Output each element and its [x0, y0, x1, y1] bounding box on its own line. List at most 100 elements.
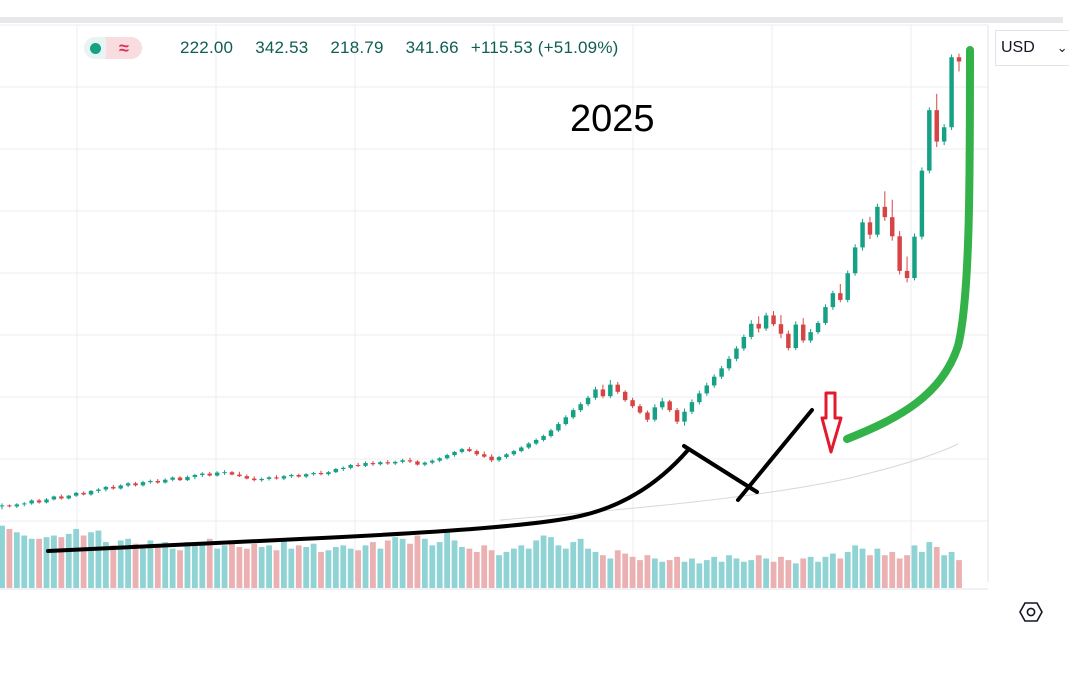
- candle: [637, 403, 643, 415]
- candle-body: [504, 454, 509, 458]
- candle: [177, 476, 183, 482]
- candle: [541, 434, 546, 442]
- candle-body: [444, 455, 450, 459]
- candle: [96, 488, 101, 493]
- candle: [430, 459, 435, 465]
- volume-bar: [911, 545, 918, 588]
- candle: [370, 461, 376, 466]
- volume-bar: [0, 525, 5, 588]
- candle: [689, 399, 695, 415]
- candle: [29, 499, 34, 505]
- candle-body: [14, 504, 20, 507]
- candle: [830, 290, 836, 310]
- volume-bar: [600, 555, 606, 588]
- settings-hexagon-icon[interactable]: [1019, 600, 1043, 624]
- candle-body: [73, 492, 79, 496]
- volume-bar: [370, 542, 376, 588]
- candle-body: [838, 293, 843, 300]
- candle-body: [556, 424, 561, 431]
- volume-bar: [295, 545, 302, 588]
- volume-bar: [562, 548, 569, 588]
- candle-body: [155, 480, 161, 483]
- candle-body: [882, 206, 888, 218]
- volume-bar: [355, 550, 361, 588]
- candle-body: [689, 402, 695, 412]
- candle-body: [622, 391, 628, 401]
- candle: [533, 438, 539, 446]
- candle-body: [66, 495, 71, 499]
- candle-body: [140, 482, 146, 486]
- candle: [719, 365, 724, 380]
- candle-body: [148, 480, 153, 483]
- candle: [7, 504, 12, 508]
- candle: [281, 474, 287, 481]
- volume-bar: [815, 561, 821, 588]
- currency-select[interactable]: USD ⌄: [995, 30, 1069, 66]
- candle: [244, 474, 250, 480]
- volume-bar: [733, 558, 740, 588]
- candle-body: [941, 127, 947, 142]
- candle: [0, 503, 5, 510]
- volume-bar: [214, 548, 221, 588]
- candle-body: [815, 323, 821, 333]
- wave-approx-icon[interactable]: ≈: [106, 37, 142, 59]
- candle: [348, 464, 353, 470]
- volume-bar: [659, 561, 666, 588]
- candle: [734, 346, 739, 362]
- candle: [519, 446, 524, 453]
- volume-bar: [43, 537, 50, 588]
- volume-bar: [926, 542, 933, 588]
- candle-body: [341, 467, 346, 469]
- candle: [407, 457, 413, 464]
- volume-bar: [125, 538, 132, 588]
- volume-bar: [807, 556, 814, 588]
- candle-body: [682, 411, 687, 422]
- volume-bar: [933, 547, 940, 588]
- volume-bar: [236, 547, 243, 588]
- green-exponential-curve: [843, 46, 974, 443]
- candle: [867, 216, 873, 240]
- volume-bar: [95, 530, 102, 588]
- volume-bar: [822, 556, 829, 588]
- legend-status-badge[interactable]: ≈: [84, 37, 142, 59]
- volume-bar: [340, 545, 347, 588]
- candle: [259, 477, 264, 482]
- candle-body: [244, 476, 250, 479]
- volume-bar: [13, 532, 20, 588]
- candle-body: [637, 406, 643, 413]
- candle-body: [852, 247, 858, 274]
- volume-bar: [852, 545, 859, 588]
- candle-body: [281, 476, 287, 479]
- candle-body: [452, 451, 457, 456]
- volume-bar: [362, 545, 369, 588]
- volume-bar: [496, 555, 502, 588]
- candle-body: [44, 499, 49, 503]
- volume-bar: [919, 551, 925, 588]
- volume-bar: [763, 558, 770, 588]
- candle: [318, 470, 324, 476]
- candle: [415, 460, 420, 466]
- candle: [400, 458, 405, 464]
- volume-bar: [288, 548, 295, 588]
- ohlc-open: 222.00: [180, 38, 234, 57]
- volume-bar: [184, 542, 191, 588]
- candle: [622, 390, 628, 402]
- candle: [252, 476, 257, 482]
- candle-body: [303, 474, 309, 477]
- candle: [852, 244, 858, 276]
- volume-bar: [800, 558, 807, 588]
- volume-bar: [162, 542, 169, 588]
- candle: [214, 471, 220, 477]
- volume-bar: [444, 532, 451, 588]
- candle-body: [222, 472, 227, 474]
- green-dot-icon: [84, 37, 106, 59]
- candle: [274, 475, 279, 480]
- volume-bar: [637, 560, 643, 588]
- candle: [778, 315, 784, 339]
- volume-bar: [281, 540, 287, 588]
- candle: [904, 256, 910, 283]
- candle-body: [674, 410, 680, 422]
- volume-bar: [748, 560, 755, 588]
- volume-bar: [414, 535, 421, 588]
